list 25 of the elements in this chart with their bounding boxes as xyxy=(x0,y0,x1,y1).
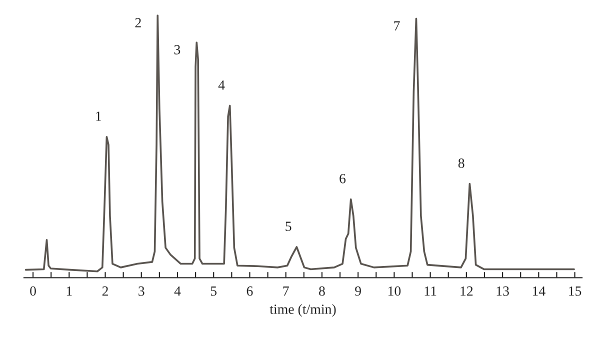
x-tick-label: 4 xyxy=(174,286,181,296)
x-tick-label: 12 xyxy=(460,286,473,296)
annotation: 3 xyxy=(174,45,180,54)
annotation: 6 xyxy=(340,174,346,184)
x-tick-label: 10 xyxy=(388,286,401,296)
x-axis-title: time (t/min) xyxy=(270,304,336,317)
x-tick-label: 1 xyxy=(66,286,72,296)
annotation: 5 xyxy=(286,222,292,232)
annotation: 2 xyxy=(135,18,141,28)
x-tick-label: 3 xyxy=(138,286,144,296)
x-tick-label: 2 xyxy=(102,286,108,296)
annotation: 4 xyxy=(218,80,225,90)
x-tick-label: 8 xyxy=(319,286,325,296)
x-tick-label: 0 xyxy=(30,286,36,296)
x-tick-label: 15 xyxy=(569,286,582,296)
x-tick-label: 5 xyxy=(210,286,217,296)
annotation: 8 xyxy=(458,158,464,168)
x-tick-label: 11 xyxy=(424,286,436,296)
x-tick-label: 14 xyxy=(532,286,546,296)
annotation: 7 xyxy=(394,21,400,30)
x-tick-label: 9 xyxy=(355,286,361,296)
x-tick-label: 7 xyxy=(283,286,289,296)
x-tick-label: 13 xyxy=(496,286,509,296)
x-tick-label: 6 xyxy=(246,286,253,296)
annotation: 1 xyxy=(96,112,102,121)
